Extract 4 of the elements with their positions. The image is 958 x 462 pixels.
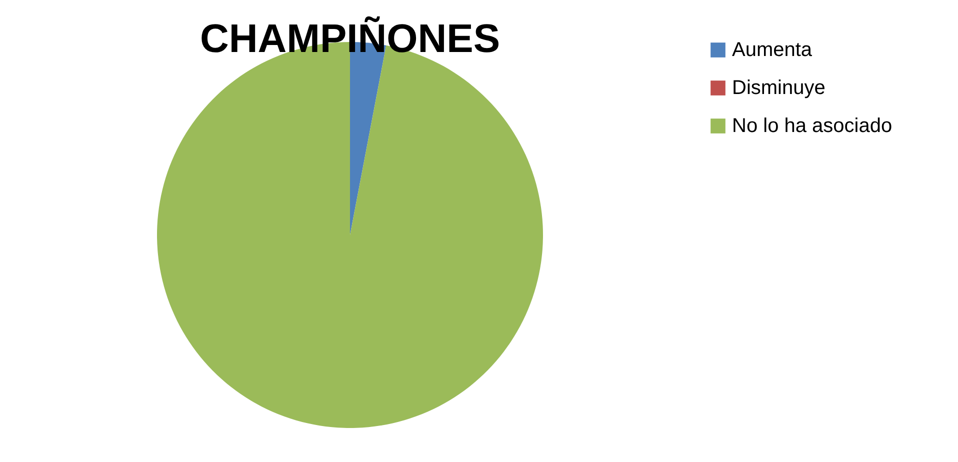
chart-title: CHAMPIÑONES (200, 16, 500, 61)
legend-label: No lo ha asociado (732, 115, 892, 137)
legend-label: Aumenta (732, 39, 813, 61)
legend-label: Disminuye (732, 77, 826, 99)
